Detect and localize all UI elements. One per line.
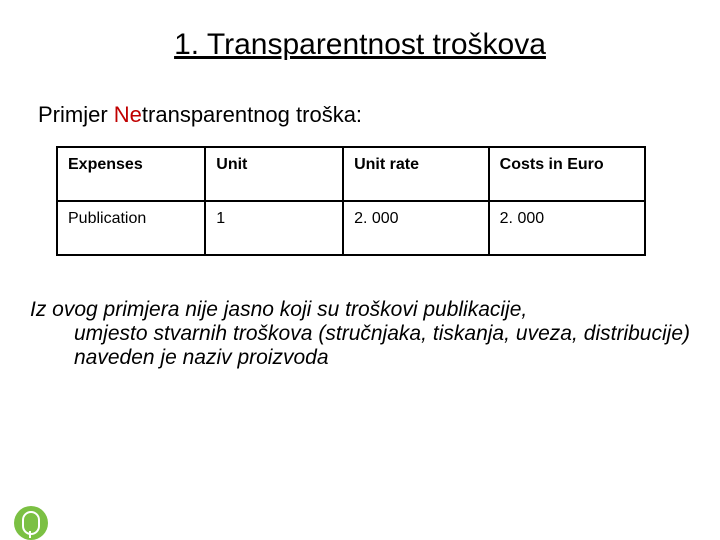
subtitle-rest: transparentnog troška:	[142, 102, 362, 127]
note-line-1: Iz ovog primjera nije jasno koji su troš…	[30, 298, 527, 321]
cell-unit: 1	[205, 201, 343, 255]
logo-bulb-icon	[14, 506, 48, 540]
table-header-row: Expenses Unit Unit rate Costs in Euro	[57, 147, 645, 201]
col-header-costs-euro: Costs in Euro	[489, 147, 645, 201]
col-header-unit-rate: Unit rate	[343, 147, 489, 201]
subtitle-prefix: Primjer	[38, 102, 114, 127]
cell-expenses: Publication	[57, 201, 205, 255]
cell-unit-rate: 2. 000	[343, 201, 489, 255]
slide-title: 1. Transparentnost troškova	[0, 28, 720, 62]
explanatory-note: Iz ovog primjera nije jasno koji su troš…	[30, 298, 690, 370]
table-row: Publication 1 2. 000 2. 000	[57, 201, 645, 255]
cell-costs-euro: 2. 000	[489, 201, 645, 255]
example-subtitle: Primjer Netransparentnog troška:	[38, 102, 720, 128]
subtitle-ne-highlight: Ne	[114, 102, 142, 127]
cost-table: Expenses Unit Unit rate Costs in Euro Pu…	[56, 146, 646, 256]
note-line-2: umjesto stvarnih troškova (stručnjaka, t…	[30, 322, 690, 370]
razbor-logo: RAZBOR	[14, 506, 72, 540]
col-header-unit: Unit	[205, 147, 343, 201]
col-header-expenses: Expenses	[57, 147, 205, 201]
